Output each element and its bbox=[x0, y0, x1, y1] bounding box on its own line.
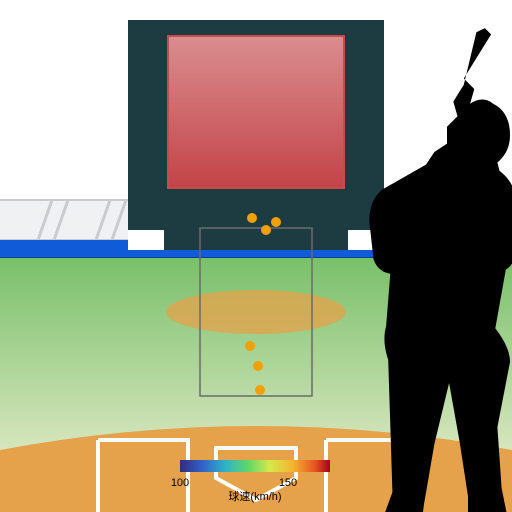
pitchers-mound bbox=[166, 290, 346, 334]
svg-text:150: 150 bbox=[279, 477, 297, 489]
pitch-marker bbox=[255, 385, 265, 395]
pitch-marker bbox=[261, 225, 271, 235]
pitch-location-chart: 100 150 球速(km/h) bbox=[0, 0, 512, 512]
svg-text:100: 100 bbox=[171, 477, 189, 489]
pitch-marker bbox=[253, 361, 263, 371]
colorbar-label: 球速(km/h) bbox=[228, 489, 281, 503]
pitch-marker bbox=[245, 341, 255, 351]
pitch-marker bbox=[247, 213, 257, 223]
pitch-marker bbox=[271, 217, 281, 227]
